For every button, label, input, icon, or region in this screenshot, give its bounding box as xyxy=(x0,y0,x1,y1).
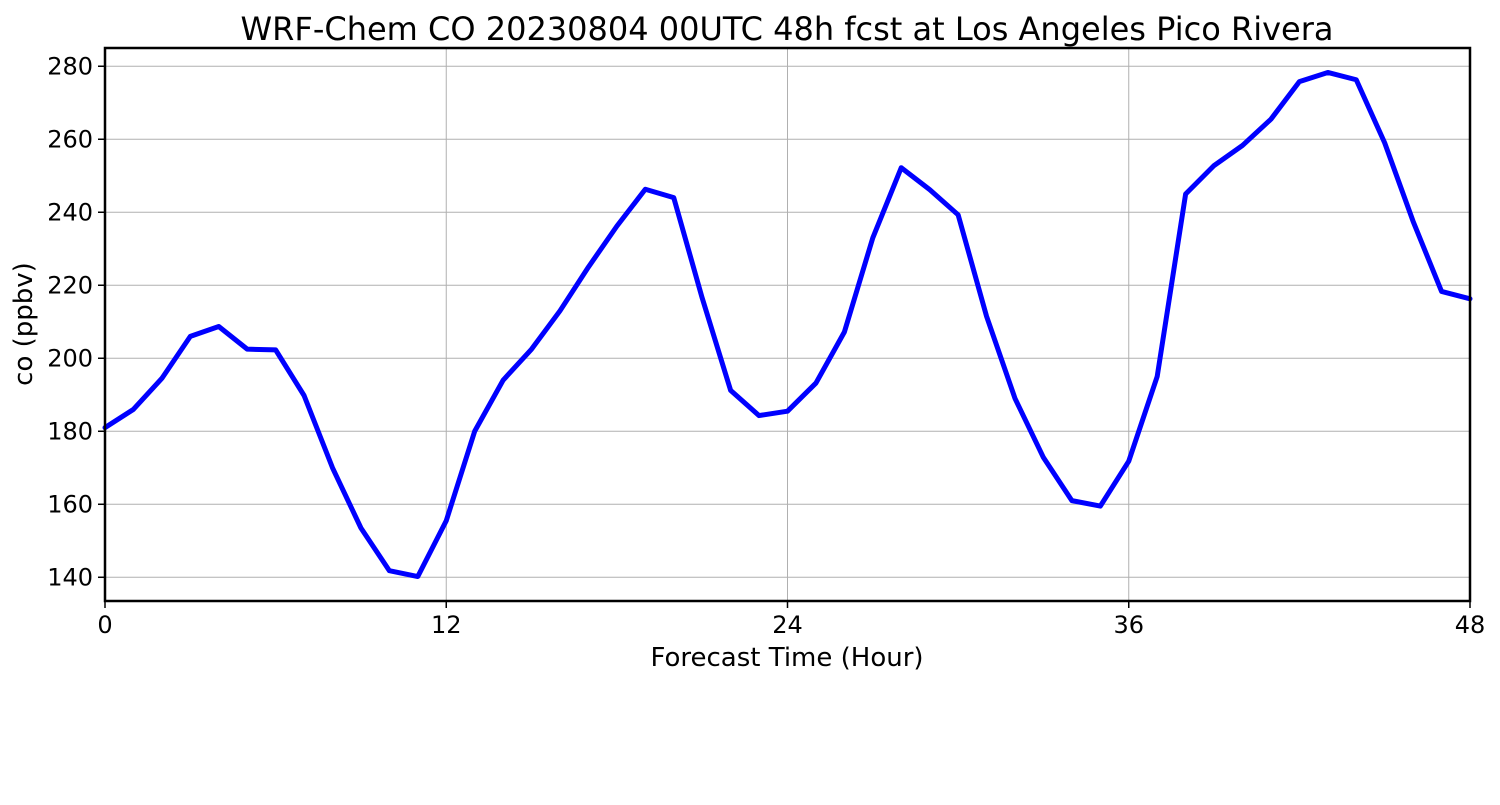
x-tick-label: 48 xyxy=(1455,611,1486,639)
y-tick-label: 140 xyxy=(47,563,93,591)
y-tick-label: 240 xyxy=(47,198,93,226)
y-tick-label: 160 xyxy=(47,490,93,518)
y-tick-label: 180 xyxy=(47,417,93,445)
y-tick-label: 200 xyxy=(47,344,93,372)
y-axis-label: co (ppbv) xyxy=(9,262,39,386)
chart-title: WRF-Chem CO 20230804 00UTC 48h fcst at L… xyxy=(241,10,1334,48)
y-tick-label: 260 xyxy=(47,125,93,153)
x-axis-label: Forecast Time (Hour) xyxy=(650,643,923,673)
x-tick-label: 0 xyxy=(97,611,112,639)
axis-ticks: 0 12 24 36 48 140 160 180 200 220 240 260 280 xyxy=(47,52,1485,639)
x-tick-label: 36 xyxy=(1113,611,1144,639)
x-tick-label: 24 xyxy=(772,611,803,639)
grid-lines xyxy=(105,48,1470,601)
y-tick-label: 280 xyxy=(47,52,93,80)
x-tick-label: 12 xyxy=(431,611,462,639)
y-tick-label: 220 xyxy=(47,271,93,299)
